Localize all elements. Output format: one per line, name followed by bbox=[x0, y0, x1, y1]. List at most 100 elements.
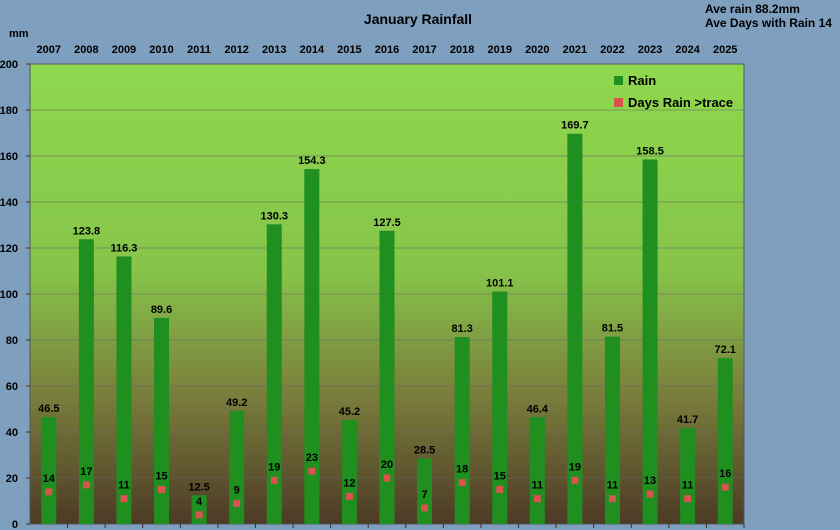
rain-value-label: 116.3 bbox=[110, 243, 137, 255]
days-marker bbox=[345, 492, 353, 500]
rain-value-label: 46.5 bbox=[38, 403, 59, 415]
days-marker bbox=[233, 499, 241, 507]
days-value-label: 14 bbox=[43, 473, 56, 485]
rain-bar bbox=[191, 495, 207, 524]
x-category-label: 2014 bbox=[300, 44, 325, 56]
rain-bar bbox=[78, 239, 94, 524]
days-value-label: 11 bbox=[607, 480, 619, 492]
rain-bar bbox=[379, 230, 395, 524]
days-value-label: 16 bbox=[719, 468, 731, 480]
y-tick-label: 100 bbox=[0, 289, 18, 301]
rain-value-label: 101.1 bbox=[486, 277, 514, 289]
x-category-label: 2007 bbox=[37, 44, 61, 56]
days-value-label: 4 bbox=[196, 496, 203, 508]
rain-value-label: 158.5 bbox=[636, 145, 664, 157]
rain-bar bbox=[680, 428, 696, 524]
legend-days-swatch bbox=[614, 98, 623, 107]
rain-value-label: 169.7 bbox=[561, 120, 589, 132]
rain-value-label: 45.2 bbox=[339, 406, 360, 418]
rain-bar bbox=[529, 417, 545, 524]
days-marker bbox=[458, 479, 466, 487]
days-value-label: 18 bbox=[456, 464, 468, 476]
rain-bar bbox=[454, 337, 470, 524]
x-category-label: 2022 bbox=[600, 44, 624, 56]
days-marker bbox=[383, 474, 391, 482]
x-category-label: 2010 bbox=[149, 44, 173, 56]
days-marker bbox=[496, 486, 504, 493]
y-tick-label: 80 bbox=[6, 335, 18, 347]
rain-bar bbox=[154, 317, 170, 524]
x-category-label: 2011 bbox=[187, 44, 211, 56]
days-value-label: 11 bbox=[682, 480, 694, 492]
rain-value-label: 46.4 bbox=[527, 403, 549, 415]
legend-rain-swatch bbox=[614, 76, 623, 85]
days-marker bbox=[158, 486, 166, 493]
rain-bar bbox=[417, 458, 433, 524]
y-axis: 0 20 40 60 80 100 120 140 160 180 200 bbox=[0, 59, 30, 530]
x-category-label: 2008 bbox=[74, 44, 98, 56]
days-value-label: 17 bbox=[80, 466, 92, 478]
rain-bar bbox=[266, 224, 282, 524]
days-marker bbox=[270, 476, 278, 484]
x-category-label: 2025 bbox=[713, 44, 737, 56]
days-value-label: 11 bbox=[531, 480, 543, 492]
days-marker bbox=[45, 488, 53, 496]
days-value-label: 20 bbox=[381, 459, 393, 471]
y-axis-label: mm bbox=[9, 28, 29, 40]
y-tick-label: 180 bbox=[0, 105, 18, 117]
x-category-label: 2018 bbox=[450, 44, 474, 56]
rain-value-label: 89.6 bbox=[151, 304, 172, 316]
rain-value-label: 41.7 bbox=[677, 414, 698, 426]
chart-title: January Rainfall bbox=[364, 11, 472, 27]
x-category-label: 2017 bbox=[412, 44, 436, 56]
y-tick-label: 60 bbox=[6, 381, 18, 393]
days-marker bbox=[571, 476, 579, 484]
rain-bar bbox=[492, 291, 508, 524]
x-category-label: 2020 bbox=[525, 44, 549, 56]
rain-value-label: 130.3 bbox=[260, 210, 288, 222]
x-category-label: 2021 bbox=[563, 44, 587, 56]
days-marker bbox=[608, 495, 616, 503]
days-marker bbox=[721, 483, 729, 491]
rain-bar bbox=[41, 417, 57, 524]
x-category-label: 2013 bbox=[262, 44, 286, 56]
days-marker bbox=[195, 511, 203, 519]
rain-bar bbox=[642, 159, 658, 524]
x-category-label: 2015 bbox=[337, 44, 361, 56]
days-markers: 14 17 11 15 4 9 19 23 12 20 7 18 15 11 19 11 13 11 16 bbox=[43, 452, 731, 519]
days-value-label: 7 bbox=[422, 489, 428, 501]
days-marker bbox=[646, 490, 654, 498]
days-value-label: 15 bbox=[494, 471, 506, 483]
days-marker bbox=[120, 495, 128, 503]
days-value-label: 11 bbox=[118, 480, 130, 492]
days-marker bbox=[421, 504, 429, 512]
days-value-label: 23 bbox=[306, 452, 318, 464]
y-tick-label: 160 bbox=[0, 151, 18, 163]
rain-bar bbox=[116, 256, 132, 524]
days-value-label: 13 bbox=[644, 475, 656, 487]
rain-bar bbox=[717, 358, 733, 524]
rain-value-label: 81.3 bbox=[451, 323, 472, 335]
y-tick-label: 200 bbox=[0, 59, 18, 71]
y-tick-label: 40 bbox=[6, 427, 18, 439]
legend: Rain Days Rain >trace bbox=[614, 73, 733, 110]
rain-value-label: 123.8 bbox=[73, 225, 101, 237]
x-category-label: 2012 bbox=[224, 44, 248, 56]
rain-value-label: 72.1 bbox=[714, 344, 735, 356]
days-marker bbox=[533, 495, 541, 503]
days-value-label: 19 bbox=[569, 461, 581, 473]
legend-days-label: Days Rain >trace bbox=[628, 95, 733, 110]
note-ave-rain: Ave rain 88.2mm bbox=[705, 2, 800, 16]
x-category-label: 2023 bbox=[638, 44, 662, 56]
rain-bar bbox=[341, 420, 357, 524]
rain-value-label: 127.5 bbox=[373, 217, 401, 229]
rain-bar bbox=[304, 169, 320, 525]
x-axis: 2007 2008 2009 2010 2011 2012 2013 2014 2015 2016… bbox=[37, 44, 745, 528]
days-value-label: 12 bbox=[343, 477, 355, 489]
legend-rain-label: Rain bbox=[628, 73, 656, 88]
rain-bars: 46.5 123.8 116.3 89.6 12.5 49.2 130.3 154.3 45.2… bbox=[38, 120, 736, 525]
days-marker bbox=[684, 495, 692, 503]
days-value-label: 19 bbox=[268, 461, 280, 473]
days-marker bbox=[308, 467, 316, 475]
rain-bar bbox=[229, 410, 245, 524]
